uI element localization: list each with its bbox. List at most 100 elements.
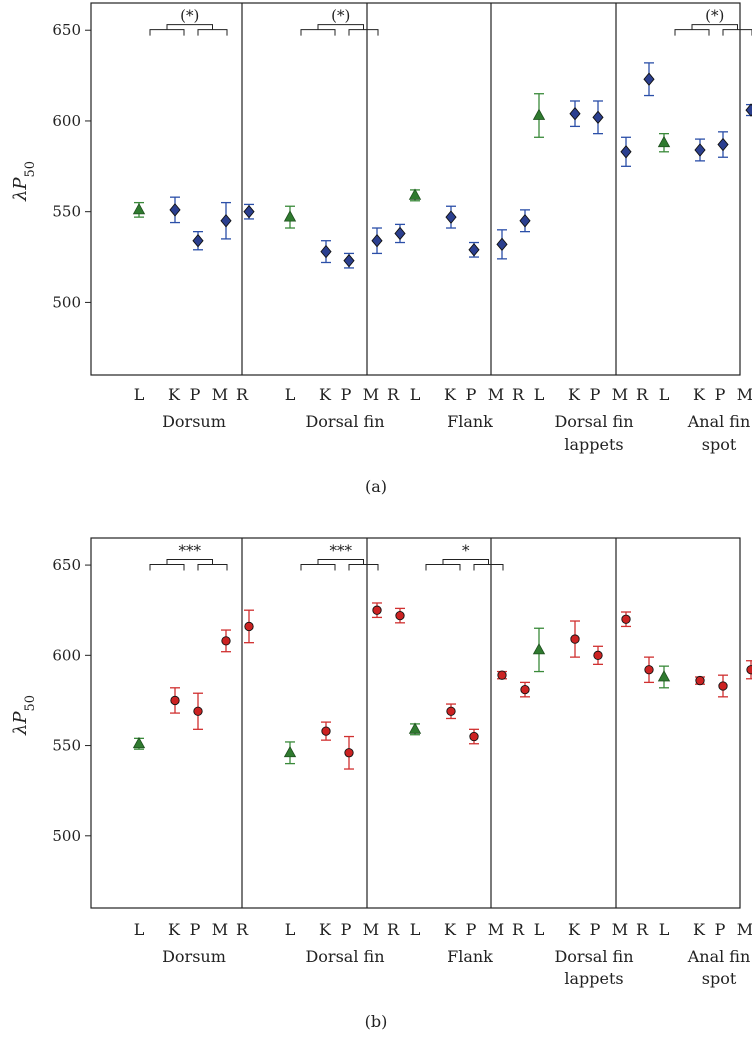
data-point-circle [469,731,479,742]
significance-label: * [462,541,470,559]
y-tick-label: 550 [52,737,81,755]
x-code-label: K [568,385,581,404]
data-point-diamond [243,204,255,219]
x-code-label: K [168,385,181,404]
y-tick-label: 500 [52,827,81,845]
significance-bracket [674,24,752,36]
y-axis-label: λP50 [10,161,38,202]
region-label: Anal fin [687,947,751,966]
y-tick-label: 600 [52,646,81,664]
region-label: Flank [447,947,493,966]
x-code-label: M [363,385,379,404]
x-code-label: K [168,920,181,939]
data-point-circle [446,706,456,716]
data-point-diamond [371,234,383,248]
x-code-label: M [212,385,228,404]
data-point-diamond [320,244,332,259]
significance-label: *** [179,541,202,559]
region-label: Dorsal fin [554,947,633,966]
x-code-label: L [659,920,670,939]
x-code-label: P [190,920,201,939]
region-label: spot [702,435,737,454]
data-point-diamond [220,214,232,228]
x-code-label: P [590,920,601,939]
x-code-label: L [534,920,545,939]
region-label: Dorsal fin [554,412,633,431]
x-code-label: R [387,385,400,404]
data-point-diamond [343,253,355,268]
region-label: Dorsum [162,412,226,431]
data-point-triangle [132,203,146,215]
region-label: Flank [447,412,493,431]
data-point-triangle [532,643,546,655]
y-tick-label: 650 [52,556,81,574]
x-code-label: L [410,385,421,404]
data-point-circle [170,695,180,706]
data-point-diamond [643,72,655,86]
region-group: L K P M R Dorsum *** [132,541,254,966]
x-code-label: P [466,920,477,939]
x-code-label: L [534,385,545,404]
x-code-label: M [612,920,628,939]
y-tick-label: 500 [52,293,81,311]
data-point-diamond [169,203,181,217]
region-label: spot [702,969,737,988]
x-code-label: P [341,385,352,404]
significance-label: (*) [180,7,199,25]
data-point-circle [644,665,654,675]
region-label: Dorsum [162,947,226,966]
x-code-label: K [693,920,706,939]
y-axis-label: λP50 [10,695,38,736]
data-point-circle [395,610,405,621]
region-group: L K P M R Flank * [408,541,530,966]
data-point-diamond [394,226,406,241]
data-point-triangle [132,736,146,749]
data-point-triangle [657,670,671,682]
data-point-circle [695,675,705,686]
significance-bracket [149,24,228,36]
data-point-circle [593,650,603,660]
data-point-diamond [445,210,457,224]
significance-label: *** [330,541,353,559]
data-point-circle [746,665,752,675]
x-code-label: L [659,385,670,404]
data-point-circle [621,614,631,624]
data-point-diamond [592,110,604,125]
x-code-label: P [341,920,352,939]
y-tick-label: 550 [52,203,81,221]
x-code-label: L [410,920,421,939]
data-point-diamond [519,214,531,228]
region-label: Dorsal fin [305,947,384,966]
region-label: lappets [564,969,623,988]
x-code-label: M [737,385,752,404]
region-label: Dorsal fin [305,412,384,431]
x-code-label: K [319,920,332,939]
x-code-label: P [590,385,601,404]
data-point-circle [344,748,354,758]
data-point-diamond [694,143,706,157]
data-point-triangle [283,210,297,222]
data-point-triangle [657,135,671,148]
data-point-triangle [532,108,546,120]
data-point-circle [520,684,530,695]
region-label: lappets [564,435,623,454]
x-code-label: P [715,385,726,404]
data-point-triangle [283,745,297,758]
x-code-label: R [512,920,525,939]
x-code-label: K [444,920,457,939]
data-point-diamond [569,106,581,121]
data-point-diamond [620,145,632,159]
x-code-label: R [236,920,249,939]
x-code-label: K [568,920,581,939]
data-point-diamond [717,137,729,152]
x-code-label: R [236,385,249,404]
x-code-label: P [715,920,726,939]
data-point-triangle [408,722,422,734]
plot-frame [90,537,741,909]
